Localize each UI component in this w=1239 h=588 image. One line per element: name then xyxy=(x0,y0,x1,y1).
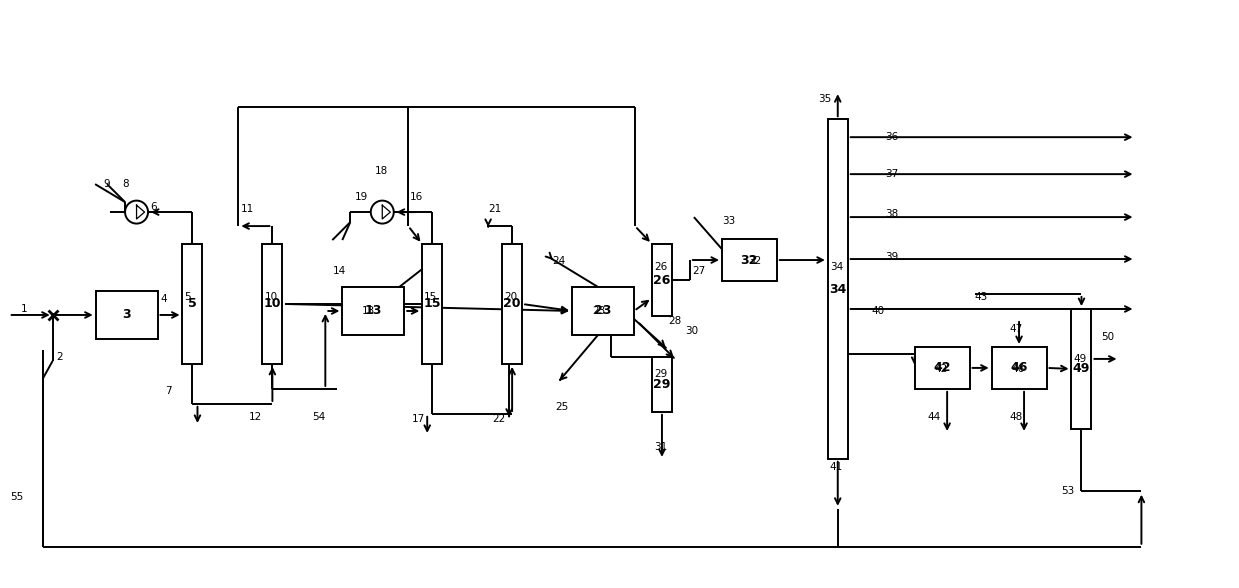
Text: 46: 46 xyxy=(1010,362,1027,375)
Bar xyxy=(95,291,157,339)
Text: 23: 23 xyxy=(592,306,606,316)
Text: 10: 10 xyxy=(264,298,281,310)
Text: 14: 14 xyxy=(332,266,346,276)
Text: 42: 42 xyxy=(934,364,948,374)
Text: 19: 19 xyxy=(356,192,368,202)
Text: 55: 55 xyxy=(11,492,24,502)
Text: 47: 47 xyxy=(1010,324,1023,334)
Text: 43: 43 xyxy=(975,292,987,302)
Text: 3: 3 xyxy=(123,309,131,322)
Bar xyxy=(342,287,404,335)
Text: 4: 4 xyxy=(161,294,167,304)
Bar xyxy=(652,244,672,316)
Text: 28: 28 xyxy=(668,316,681,326)
Text: 29: 29 xyxy=(653,378,670,391)
Text: 46: 46 xyxy=(1011,364,1025,374)
Text: 8: 8 xyxy=(123,179,129,189)
Text: 9: 9 xyxy=(104,179,110,189)
Bar xyxy=(502,244,522,364)
Bar xyxy=(991,347,1047,389)
Bar xyxy=(722,239,777,281)
Text: 6: 6 xyxy=(150,202,157,212)
Text: 30: 30 xyxy=(685,326,698,336)
Text: 54: 54 xyxy=(312,412,326,422)
Text: 1: 1 xyxy=(21,304,27,314)
Text: 2: 2 xyxy=(57,352,63,362)
Text: 20: 20 xyxy=(504,292,517,302)
Text: 27: 27 xyxy=(691,266,705,276)
Text: 23: 23 xyxy=(595,305,612,318)
Text: 5: 5 xyxy=(188,298,197,310)
Text: 42: 42 xyxy=(933,362,950,375)
Text: 5: 5 xyxy=(185,292,191,302)
Text: 44: 44 xyxy=(928,412,940,422)
Text: 10: 10 xyxy=(264,292,278,302)
Circle shape xyxy=(370,201,394,223)
Text: 12: 12 xyxy=(248,412,261,422)
Text: 35: 35 xyxy=(818,94,831,104)
Text: 38: 38 xyxy=(885,209,898,219)
Text: 48: 48 xyxy=(1010,412,1023,422)
Text: 24: 24 xyxy=(553,256,565,266)
Bar xyxy=(828,119,847,459)
Bar xyxy=(652,357,672,412)
Text: 49: 49 xyxy=(1073,354,1087,364)
Bar xyxy=(263,244,282,364)
Text: 29: 29 xyxy=(654,369,668,379)
Text: 7: 7 xyxy=(166,386,172,396)
Text: 41: 41 xyxy=(830,462,843,472)
Text: 36: 36 xyxy=(885,132,898,142)
Bar xyxy=(1072,309,1092,429)
Text: 33: 33 xyxy=(722,216,735,226)
Text: 32: 32 xyxy=(741,253,758,266)
Text: 15: 15 xyxy=(424,298,441,310)
Text: 18: 18 xyxy=(375,166,389,176)
Text: 13: 13 xyxy=(362,306,375,316)
Text: 17: 17 xyxy=(413,414,425,424)
Text: 22: 22 xyxy=(492,414,506,424)
Text: 32: 32 xyxy=(748,256,761,266)
Text: 26: 26 xyxy=(654,262,668,272)
Text: 21: 21 xyxy=(488,204,502,214)
Text: 34: 34 xyxy=(829,282,846,296)
Bar xyxy=(182,244,202,364)
Text: 50: 50 xyxy=(1101,332,1115,342)
Text: 49: 49 xyxy=(1073,362,1090,375)
Bar xyxy=(422,244,442,364)
Text: 39: 39 xyxy=(885,252,898,262)
Text: 13: 13 xyxy=(364,305,382,318)
Text: 11: 11 xyxy=(240,204,254,214)
Text: 40: 40 xyxy=(872,306,885,316)
Bar xyxy=(914,347,970,389)
Text: 16: 16 xyxy=(410,192,424,202)
Text: 15: 15 xyxy=(424,292,437,302)
Text: 37: 37 xyxy=(885,169,898,179)
Bar xyxy=(572,287,634,335)
Text: 31: 31 xyxy=(654,442,668,452)
Circle shape xyxy=(125,201,147,223)
Text: 26: 26 xyxy=(653,273,670,286)
Text: 25: 25 xyxy=(555,402,569,412)
Text: 20: 20 xyxy=(503,298,520,310)
Text: 34: 34 xyxy=(830,262,843,272)
Text: 53: 53 xyxy=(1062,486,1074,496)
